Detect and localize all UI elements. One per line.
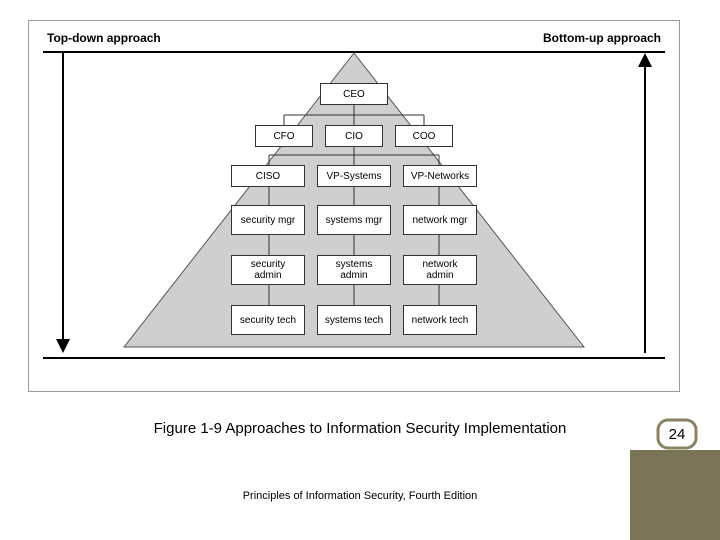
org-chart: CEO CFO CIO COO CISO VP-Systems VP-Networks sec… xyxy=(114,53,594,363)
footer-text: Principles of Information Security, Four… xyxy=(0,490,720,502)
org-box: security tech xyxy=(231,305,305,335)
pyramid-container: CEO CFO CIO COO CISO VP-Systems VP-Networks sec… xyxy=(44,53,664,363)
org-box: security admin xyxy=(231,255,305,285)
org-box: network mgr xyxy=(403,205,477,235)
top-down-label: Top-down approach xyxy=(47,31,161,45)
org-box: COO xyxy=(395,125,453,147)
org-box: security mgr xyxy=(231,205,305,235)
org-row: security tech systems tech network tech xyxy=(114,305,594,335)
org-box: CEO xyxy=(320,83,388,105)
top-down-arrow xyxy=(56,53,70,353)
org-box: systems admin xyxy=(317,255,391,285)
bottom-up-arrow xyxy=(638,53,652,353)
figure-frame: Top-down approach Bottom-up approach xyxy=(28,20,680,392)
org-box: network tech xyxy=(403,305,477,335)
figure-caption: Figure 1-9 Approaches to Information Sec… xyxy=(0,420,720,437)
bottom-up-label: Bottom-up approach xyxy=(543,31,661,45)
page-number: 24 xyxy=(669,426,686,443)
org-row: CEO xyxy=(114,83,594,105)
org-row: CISO VP-Systems VP-Networks xyxy=(114,165,594,187)
org-box: network admin xyxy=(403,255,477,285)
org-box: systems mgr xyxy=(317,205,391,235)
org-box: VP-Systems xyxy=(317,165,391,187)
org-box: CISO xyxy=(231,165,305,187)
approach-labels: Top-down approach Bottom-up approach xyxy=(29,21,679,51)
page-number-badge: 24 xyxy=(656,418,698,450)
org-box: systems tech xyxy=(317,305,391,335)
org-row: security mgr systems mgr network mgr xyxy=(114,205,594,235)
org-box: CIO xyxy=(325,125,383,147)
org-row: CFO CIO COO xyxy=(114,125,594,147)
org-box: VP-Networks xyxy=(403,165,477,187)
org-row: security admin systems admin network admin xyxy=(114,255,594,285)
org-box: CFO xyxy=(255,125,313,147)
